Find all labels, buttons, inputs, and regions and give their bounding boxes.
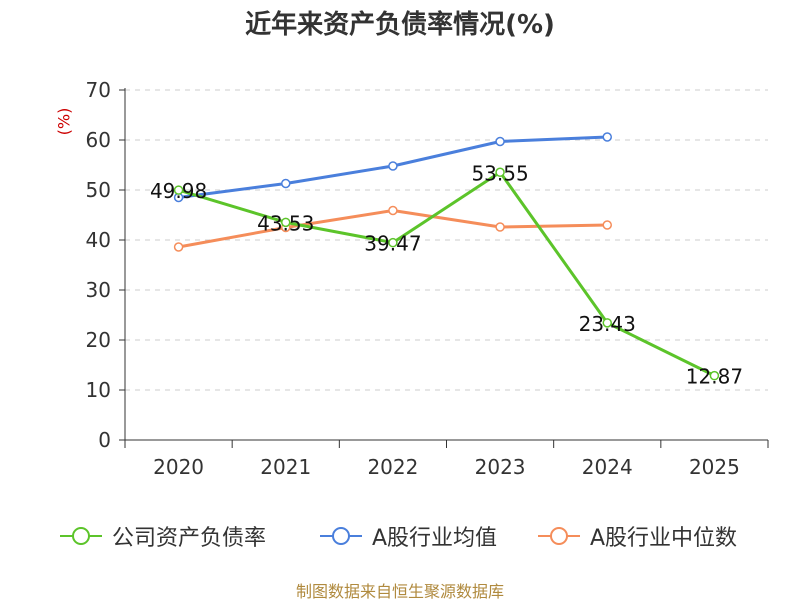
chart-title: 近年来资产负债率情况(%) — [245, 10, 555, 40]
y-tick-label: 40 — [86, 228, 111, 252]
data-point — [388, 161, 398, 171]
data-point — [602, 318, 612, 328]
y-tick-label: 10 — [86, 378, 111, 402]
data-point — [388, 237, 398, 248]
legend-item-company[interactable]: 公司资产负债率 — [58, 518, 266, 554]
data-point — [388, 205, 398, 216]
data-point — [281, 217, 291, 228]
x-tick-label: 2021 — [260, 455, 311, 479]
legend-line-icon — [320, 527, 362, 545]
data-point — [173, 242, 184, 252]
x-tick-label: 2024 — [582, 455, 633, 479]
data-source-note: 制图数据来自恒生聚源数据库 — [295, 582, 504, 601]
x-tick-label: 2022 — [367, 455, 418, 479]
y-tick-label: 70 — [86, 78, 111, 102]
x-tick-label: 2025 — [689, 455, 740, 479]
data-point — [495, 136, 505, 147]
data-label: 43.53 — [257, 211, 314, 235]
y-tick-label: 30 — [86, 278, 111, 302]
legend-item-industry-median[interactable]: A股行业中位数 — [536, 518, 737, 554]
x-tick-label: 2023 — [475, 455, 526, 479]
legend-label: A股行业中位数 — [590, 526, 738, 551]
legend-item-industry-mean[interactable]: A股行业均值 — [318, 518, 497, 554]
data-label: 53.55 — [471, 161, 528, 185]
data-point — [495, 167, 505, 177]
legend-label: 公司资产负债率 — [112, 526, 267, 551]
data-point — [281, 178, 291, 189]
series-line — [178, 170, 716, 377]
legend: 公司资产负债率 A股行业均值 A股行业中位数 — [0, 518, 800, 554]
y-tick-label: 0 — [98, 428, 111, 452]
data-point — [173, 185, 184, 195]
legend-line-icon — [538, 527, 580, 545]
x-tick-label: 2020 — [153, 455, 204, 479]
data-point — [709, 370, 720, 381]
data-label: 39.47 — [364, 232, 421, 256]
y-tick-label: 50 — [86, 178, 111, 202]
data-point — [602, 220, 612, 230]
y-tick-label: 20 — [86, 328, 111, 352]
data-label: 23.43 — [579, 312, 636, 336]
data-point — [602, 132, 612, 142]
legend-line-icon — [60, 527, 102, 545]
data-label: 49.98 — [150, 179, 207, 203]
data-point — [495, 222, 505, 232]
data-label: 12.87 — [686, 365, 743, 389]
y-tick-label: 60 — [86, 128, 111, 152]
legend-label: A股行业均值 — [372, 526, 498, 551]
